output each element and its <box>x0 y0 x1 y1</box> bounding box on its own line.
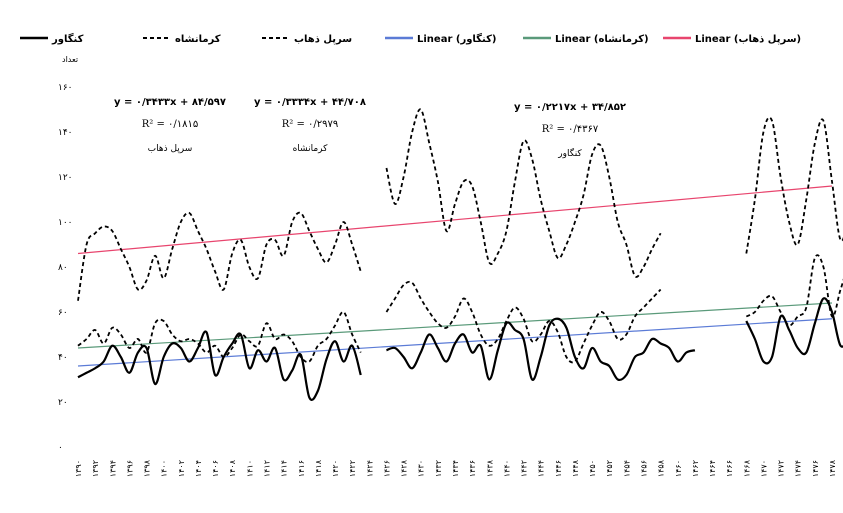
x-tick-label: ۱۴۳۶ <box>468 460 477 477</box>
x-tick-label: ۱۴۷۴ <box>794 460 803 477</box>
y-tick-label: ۸۰ <box>58 263 68 273</box>
trendlines <box>77 185 833 367</box>
series-line <box>77 330 362 401</box>
x-tick-label: ۱۴۳۲ <box>434 460 443 477</box>
trend-r2: R² = ۰/۴۳۶۷ <box>542 124 599 135</box>
y-tick-label: ۱۶۰ <box>58 83 73 93</box>
y-tick-label: ۰ <box>58 443 63 453</box>
x-tick-label: ۱۴۱۶ <box>297 460 306 477</box>
x-tick-label: ۱۳۹۰ <box>74 460 83 477</box>
legend-label: کنگاور <box>51 32 84 45</box>
y-tick-label: ۱۴۰ <box>58 128 73 138</box>
x-tick-label: ۱۴۰۲ <box>177 460 186 477</box>
y-tick-label: ۱۰۰ <box>58 218 73 228</box>
trend-r2: R² = ۰/۱۸۱۵ <box>142 119 199 130</box>
x-tick-label: ۱۴۱۰ <box>245 460 254 477</box>
x-tick-label: ۱۴۳۴ <box>451 460 460 477</box>
x-tick-label: ۱۴۵۰ <box>588 460 597 477</box>
trend-series-name: سرپل ذهاب <box>148 144 193 154</box>
legend-label: سرپل ذهاب <box>294 34 352 45</box>
y-tick-label: ۶۰ <box>58 308 68 318</box>
x-tick-label: ۱۴۴۰ <box>502 460 511 477</box>
x-tick-label: ۱۴۲۶ <box>382 460 391 477</box>
x-tick-label: ۱۴۳۸ <box>485 459 494 477</box>
legend-label: کرمانشاه <box>175 34 221 45</box>
x-tick-label: ۱۴۵۴ <box>622 460 631 477</box>
x-tick-label: ۱۴۵۸ <box>657 459 666 477</box>
x-tick-label: ۱۴۴۶ <box>554 460 563 477</box>
trend-equation: y = ۰/۲۲۱۷x + ۳۴/۸۵۲ <box>514 102 626 113</box>
x-tick-label: ۱۴۷۸ <box>828 459 837 477</box>
x-tick-label: ۱۴۱۴ <box>280 460 289 477</box>
trend-equation: y = ۰/۳۳۳۴x + ۴۴/۷۰۸ <box>254 97 366 108</box>
x-tick-label: ۱۳۹۶ <box>125 460 134 477</box>
series-line <box>385 280 662 364</box>
x-tick-label: ۱۴۲۴ <box>365 460 374 477</box>
legend-label: Linear (کنگاور) <box>417 32 496 45</box>
x-tick-label: ۱۴۵۶ <box>640 460 649 477</box>
x-tick-label: ۱۴۲۲ <box>348 460 357 477</box>
y-tick-label: ۴۰ <box>58 353 68 363</box>
x-tick-label: ۱۴۶۶ <box>725 460 734 477</box>
series-line <box>386 317 696 382</box>
x-tick-label: ۱۴۶۰ <box>674 460 683 477</box>
series-lines <box>77 108 843 401</box>
x-tick-label: ۱۴۴۲ <box>520 460 529 477</box>
trend-series-name: کرمانشاه <box>293 144 329 154</box>
x-axis: ۱۳۹۰ ۱۳۹۲ ۱۳۹۴ ۱۳۹۶ ۱۳۹۸ ۱۴۰۰ ۱۴۰۲ ۱۴۰۴ ۱۴۰۶ ۱۴۰۸… <box>74 459 837 477</box>
series-line <box>77 311 362 363</box>
x-tick-label: ۱۴۰۶ <box>211 460 220 477</box>
x-tick-label: ۱۳۹۴ <box>108 460 117 477</box>
y-tick-label: ۲۰ <box>58 398 68 408</box>
x-tick-label: ۱۴۷۶ <box>811 460 820 477</box>
y-tick-label: ۱۲۰ <box>58 173 73 183</box>
x-tick-label: ۱۴۴۴ <box>537 460 546 477</box>
x-tick-label: ۱۴۱۸ <box>314 459 323 477</box>
x-tick-label: ۱۴۶۲ <box>691 460 700 477</box>
x-tick-label: ۱۴۷۲ <box>777 460 786 477</box>
y-axis: تعداد ۰ ۲۰ ۴۰ ۶۰ ۸۰ ۱۰۰ ۱۲۰ ۱۴۰ ۱۶۰ <box>58 55 78 453</box>
trend-r2: R² = ۰/۲۹۷۹ <box>282 119 339 130</box>
x-tick-label: ۱۳۹۲ <box>91 460 100 477</box>
x-tick-label: ۱۴۷۰ <box>759 460 768 477</box>
x-tick-label: ۱۴۱۲ <box>263 460 272 477</box>
trendline <box>77 302 833 349</box>
x-tick-label: ۱۴۰۸ <box>228 459 237 477</box>
series-line <box>745 116 843 254</box>
x-tick-label: ۱۴۲۸ <box>400 459 409 477</box>
x-tick-label: ۱۴۳۰ <box>417 460 426 477</box>
legend-label: Linear (سرپل ذهاب) <box>695 34 801 45</box>
x-tick-label: ۱۴۶۸ <box>742 459 751 477</box>
x-tick-label: ۱۴۰۴ <box>194 460 203 477</box>
legend-label: Linear (کرمانشاه) <box>555 34 649 45</box>
trend-series-name: کنگاور <box>557 147 582 159</box>
series-line <box>745 297 843 365</box>
series-line <box>385 108 662 278</box>
y-axis-label: تعداد <box>62 55 78 64</box>
x-tick-label: ۱۴۶۴ <box>708 460 717 477</box>
trendline <box>77 185 833 255</box>
x-tick-label: ۱۴۲۰ <box>331 460 340 477</box>
x-tick-label: ۱۴۰۰ <box>160 460 169 477</box>
x-tick-label: ۱۴۴۸ <box>571 459 580 477</box>
series-line <box>745 254 843 327</box>
x-tick-label: ۱۳۹۸ <box>143 459 152 477</box>
x-tick-label: ۱۴۵۲ <box>605 460 614 477</box>
legend: کنگاور کرمانشاه سرپل ذهاب Linear (کنگاور) Li… <box>20 32 801 45</box>
series-line <box>77 211 362 301</box>
trend-equation: y = ۰/۳۴۳۳x + ۸۴/۵۹۷ <box>114 97 226 108</box>
annotations: y = ۰/۳۴۳۳x + ۸۴/۵۹۷ R² = ۰/۱۸۱۵ سرپل ذهاب… <box>114 97 626 159</box>
